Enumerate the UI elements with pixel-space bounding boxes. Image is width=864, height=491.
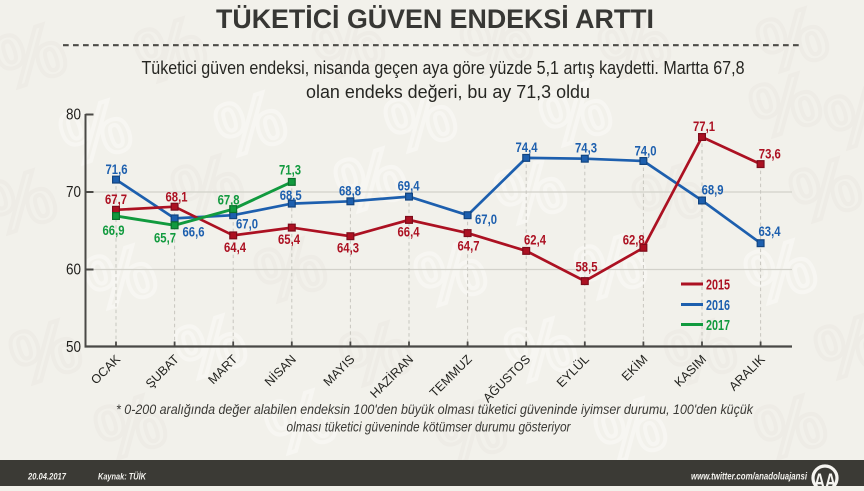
- svg-text:www.twitter.com/anadoluajansi: www.twitter.com/anadoluajansi: [691, 472, 807, 483]
- svg-text:2016: 2016: [706, 297, 730, 314]
- svg-text:74,4: 74,4: [516, 140, 538, 155]
- svg-text:64,7: 64,7: [458, 239, 480, 254]
- svg-text:olması tüketici güveninde kötü: olması tüketici güveninde kötümser durum…: [287, 419, 572, 435]
- svg-text:2017: 2017: [706, 317, 730, 334]
- svg-text:62,4: 62,4: [524, 233, 546, 248]
- svg-text:AA: AA: [814, 470, 836, 486]
- svg-text:olan endeks değeri, bu ay 71,3: olan endeks değeri, bu ay 71,3 oldu: [306, 82, 590, 102]
- svg-text:70: 70: [66, 184, 81, 201]
- svg-text:20.04.2017: 20.04.2017: [27, 472, 67, 482]
- svg-text:Kaynak: TÜİK: Kaynak: TÜİK: [98, 472, 147, 482]
- svg-text:TÜKETİCİ GÜVEN ENDEKSİ ARTTI: TÜKETİCİ GÜVEN ENDEKSİ ARTTI: [216, 4, 654, 34]
- svg-text:Tüketici güven endeksi, nisand: Tüketici güven endeksi, nisanda geçen ay…: [142, 58, 745, 78]
- svg-text:67,0: 67,0: [236, 217, 258, 232]
- svg-text:71,3: 71,3: [279, 162, 301, 177]
- svg-text:71,6: 71,6: [106, 162, 128, 177]
- svg-text:68,5: 68,5: [280, 188, 302, 203]
- svg-text:68,9: 68,9: [702, 183, 724, 198]
- svg-text:58,5: 58,5: [576, 260, 598, 275]
- svg-text:67,7: 67,7: [105, 192, 127, 207]
- svg-text:77,1: 77,1: [693, 119, 715, 134]
- svg-text:64,3: 64,3: [337, 241, 359, 256]
- svg-text:2015: 2015: [706, 277, 730, 294]
- svg-text:68,8: 68,8: [339, 183, 361, 198]
- svg-text:80: 80: [66, 107, 81, 124]
- svg-text:62,8: 62,8: [623, 233, 645, 248]
- svg-text:73,6: 73,6: [759, 147, 781, 162]
- svg-text:67,0: 67,0: [475, 212, 497, 227]
- svg-text:50: 50: [66, 339, 81, 356]
- svg-text:60: 60: [66, 262, 81, 279]
- svg-text:66,6: 66,6: [183, 225, 205, 240]
- svg-text:66,9: 66,9: [103, 223, 125, 238]
- svg-text:66,4: 66,4: [398, 225, 420, 240]
- svg-text:74,3: 74,3: [575, 141, 597, 156]
- svg-text:67,8: 67,8: [218, 193, 240, 208]
- svg-text:69,4: 69,4: [398, 179, 420, 194]
- svg-text:68,1: 68,1: [166, 190, 188, 205]
- svg-text:63,4: 63,4: [759, 224, 781, 239]
- svg-text:* 0-200 aralığında değer alabi: * 0-200 aralığında değer alabilen endeks…: [116, 401, 754, 417]
- svg-text:74,0: 74,0: [635, 144, 657, 159]
- svg-text:64,4: 64,4: [224, 240, 246, 255]
- svg-text:65,7: 65,7: [154, 231, 176, 246]
- svg-text:65,4: 65,4: [278, 232, 300, 247]
